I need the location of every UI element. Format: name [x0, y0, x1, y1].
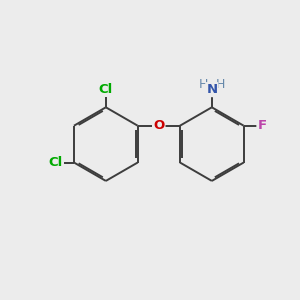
- Text: H: H: [215, 78, 225, 91]
- Text: Cl: Cl: [49, 156, 63, 169]
- Text: O: O: [153, 119, 164, 132]
- Text: N: N: [206, 83, 218, 96]
- Text: F: F: [257, 119, 266, 132]
- Text: Cl: Cl: [99, 82, 113, 95]
- Text: H: H: [199, 78, 208, 91]
